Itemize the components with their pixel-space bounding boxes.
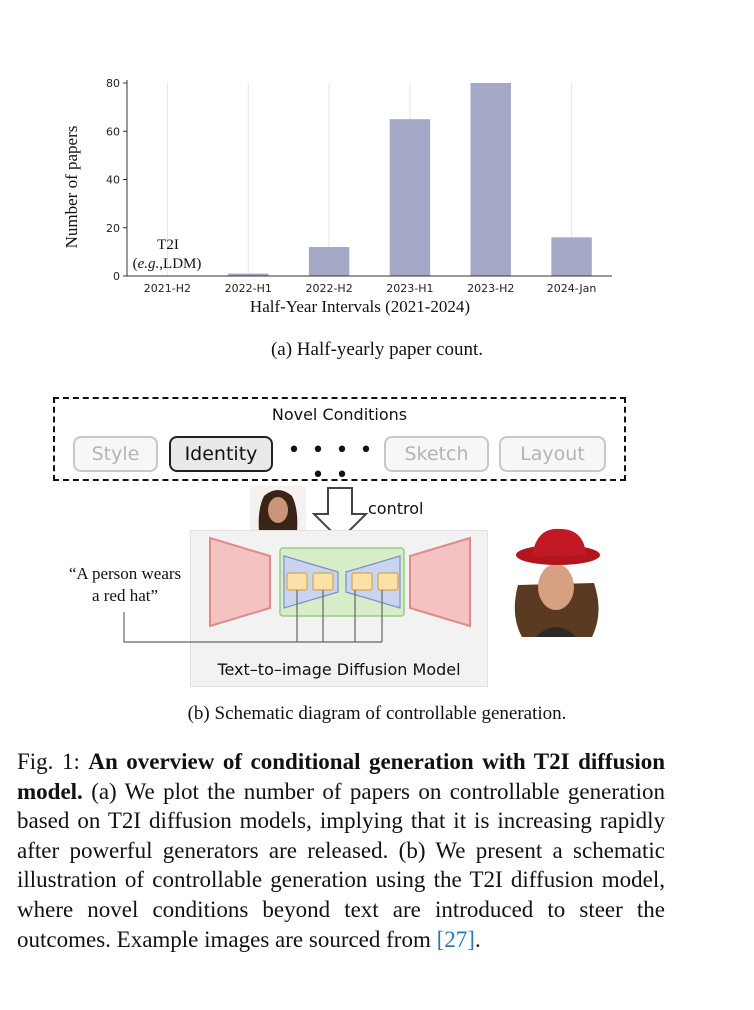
attention-block-2 — [312, 572, 334, 591]
text-condition-line — [123, 612, 355, 643]
x-tick-label: 2022-H1 — [225, 282, 272, 295]
y-tick-label: 0 — [113, 270, 120, 283]
x-tick-label: 2022-H2 — [305, 282, 352, 295]
figure-caption: Fig. 1: An overview of conditional gener… — [17, 749, 665, 952]
novel-conditions-title: Novel Conditions — [271, 405, 408, 424]
x-tick-label: 2023-H2 — [467, 282, 514, 295]
condition-layout: Layout — [499, 436, 606, 472]
condition-sketch: Sketch — [384, 436, 489, 472]
chart-axes — [126, 80, 612, 277]
attention-block-4 — [377, 572, 399, 591]
attention-block-3 — [351, 572, 373, 591]
condition-ellipsis: • • • • • • — [287, 438, 375, 488]
bar-2023-H2 — [470, 83, 511, 276]
y-axis-title: Number of papers — [62, 126, 81, 249]
attention-block-1 — [286, 572, 308, 591]
ldm-annotation: (e.g.,LDM) — [133, 256, 202, 272]
bar-2023-H1 — [389, 119, 431, 276]
decoder-block — [409, 536, 471, 628]
condition-style: Style — [73, 436, 158, 472]
x-tick-label: 2024-Jan — [547, 282, 597, 295]
y-tick-label: 40 — [106, 174, 120, 187]
x-axis-title: Half-Year Intervals (2021-2024) — [250, 297, 470, 316]
generated-output-image — [500, 525, 612, 637]
condition-identity: Identity — [169, 436, 273, 472]
bar-2022-H2 — [308, 247, 350, 276]
caption-b: (b) Schematic diagram of controllable ge… — [187, 703, 567, 724]
chart-bars — [228, 83, 592, 276]
citation-link[interactable]: [27] — [436, 926, 475, 952]
x-tick-label: 2023-H1 — [386, 282, 433, 295]
unet-up-block — [345, 555, 401, 609]
text-prompt: “A person wears a red hat” — [68, 564, 182, 605]
caption-a: (a) Half-yearly paper count. — [270, 339, 484, 360]
y-tick-label: 80 — [106, 77, 120, 90]
model-label: Text–to–image Diffusion Model — [217, 660, 461, 679]
control-label: control — [368, 499, 424, 518]
y-tick-label: 60 — [106, 125, 120, 138]
control-arrow — [311, 487, 369, 542]
x-tick-labels: 2021-H2 2022-H1 2022-H2 2023-H1 2023-H2 2024-… — [144, 282, 597, 295]
y-tick-label: 20 — [106, 222, 120, 235]
t2i-annotation: T2I — [157, 237, 179, 253]
bar-2022-H1 — [228, 273, 269, 276]
encoder-block — [209, 536, 271, 628]
novel-conditions-box — [53, 397, 626, 481]
bar-2024-Jan — [551, 237, 592, 276]
diffusion-model-diagram — [123, 536, 471, 643]
x-tick-label: 2021-H2 — [144, 282, 191, 295]
y-tick-labels: 0 20 40 60 80 — [106, 77, 127, 283]
